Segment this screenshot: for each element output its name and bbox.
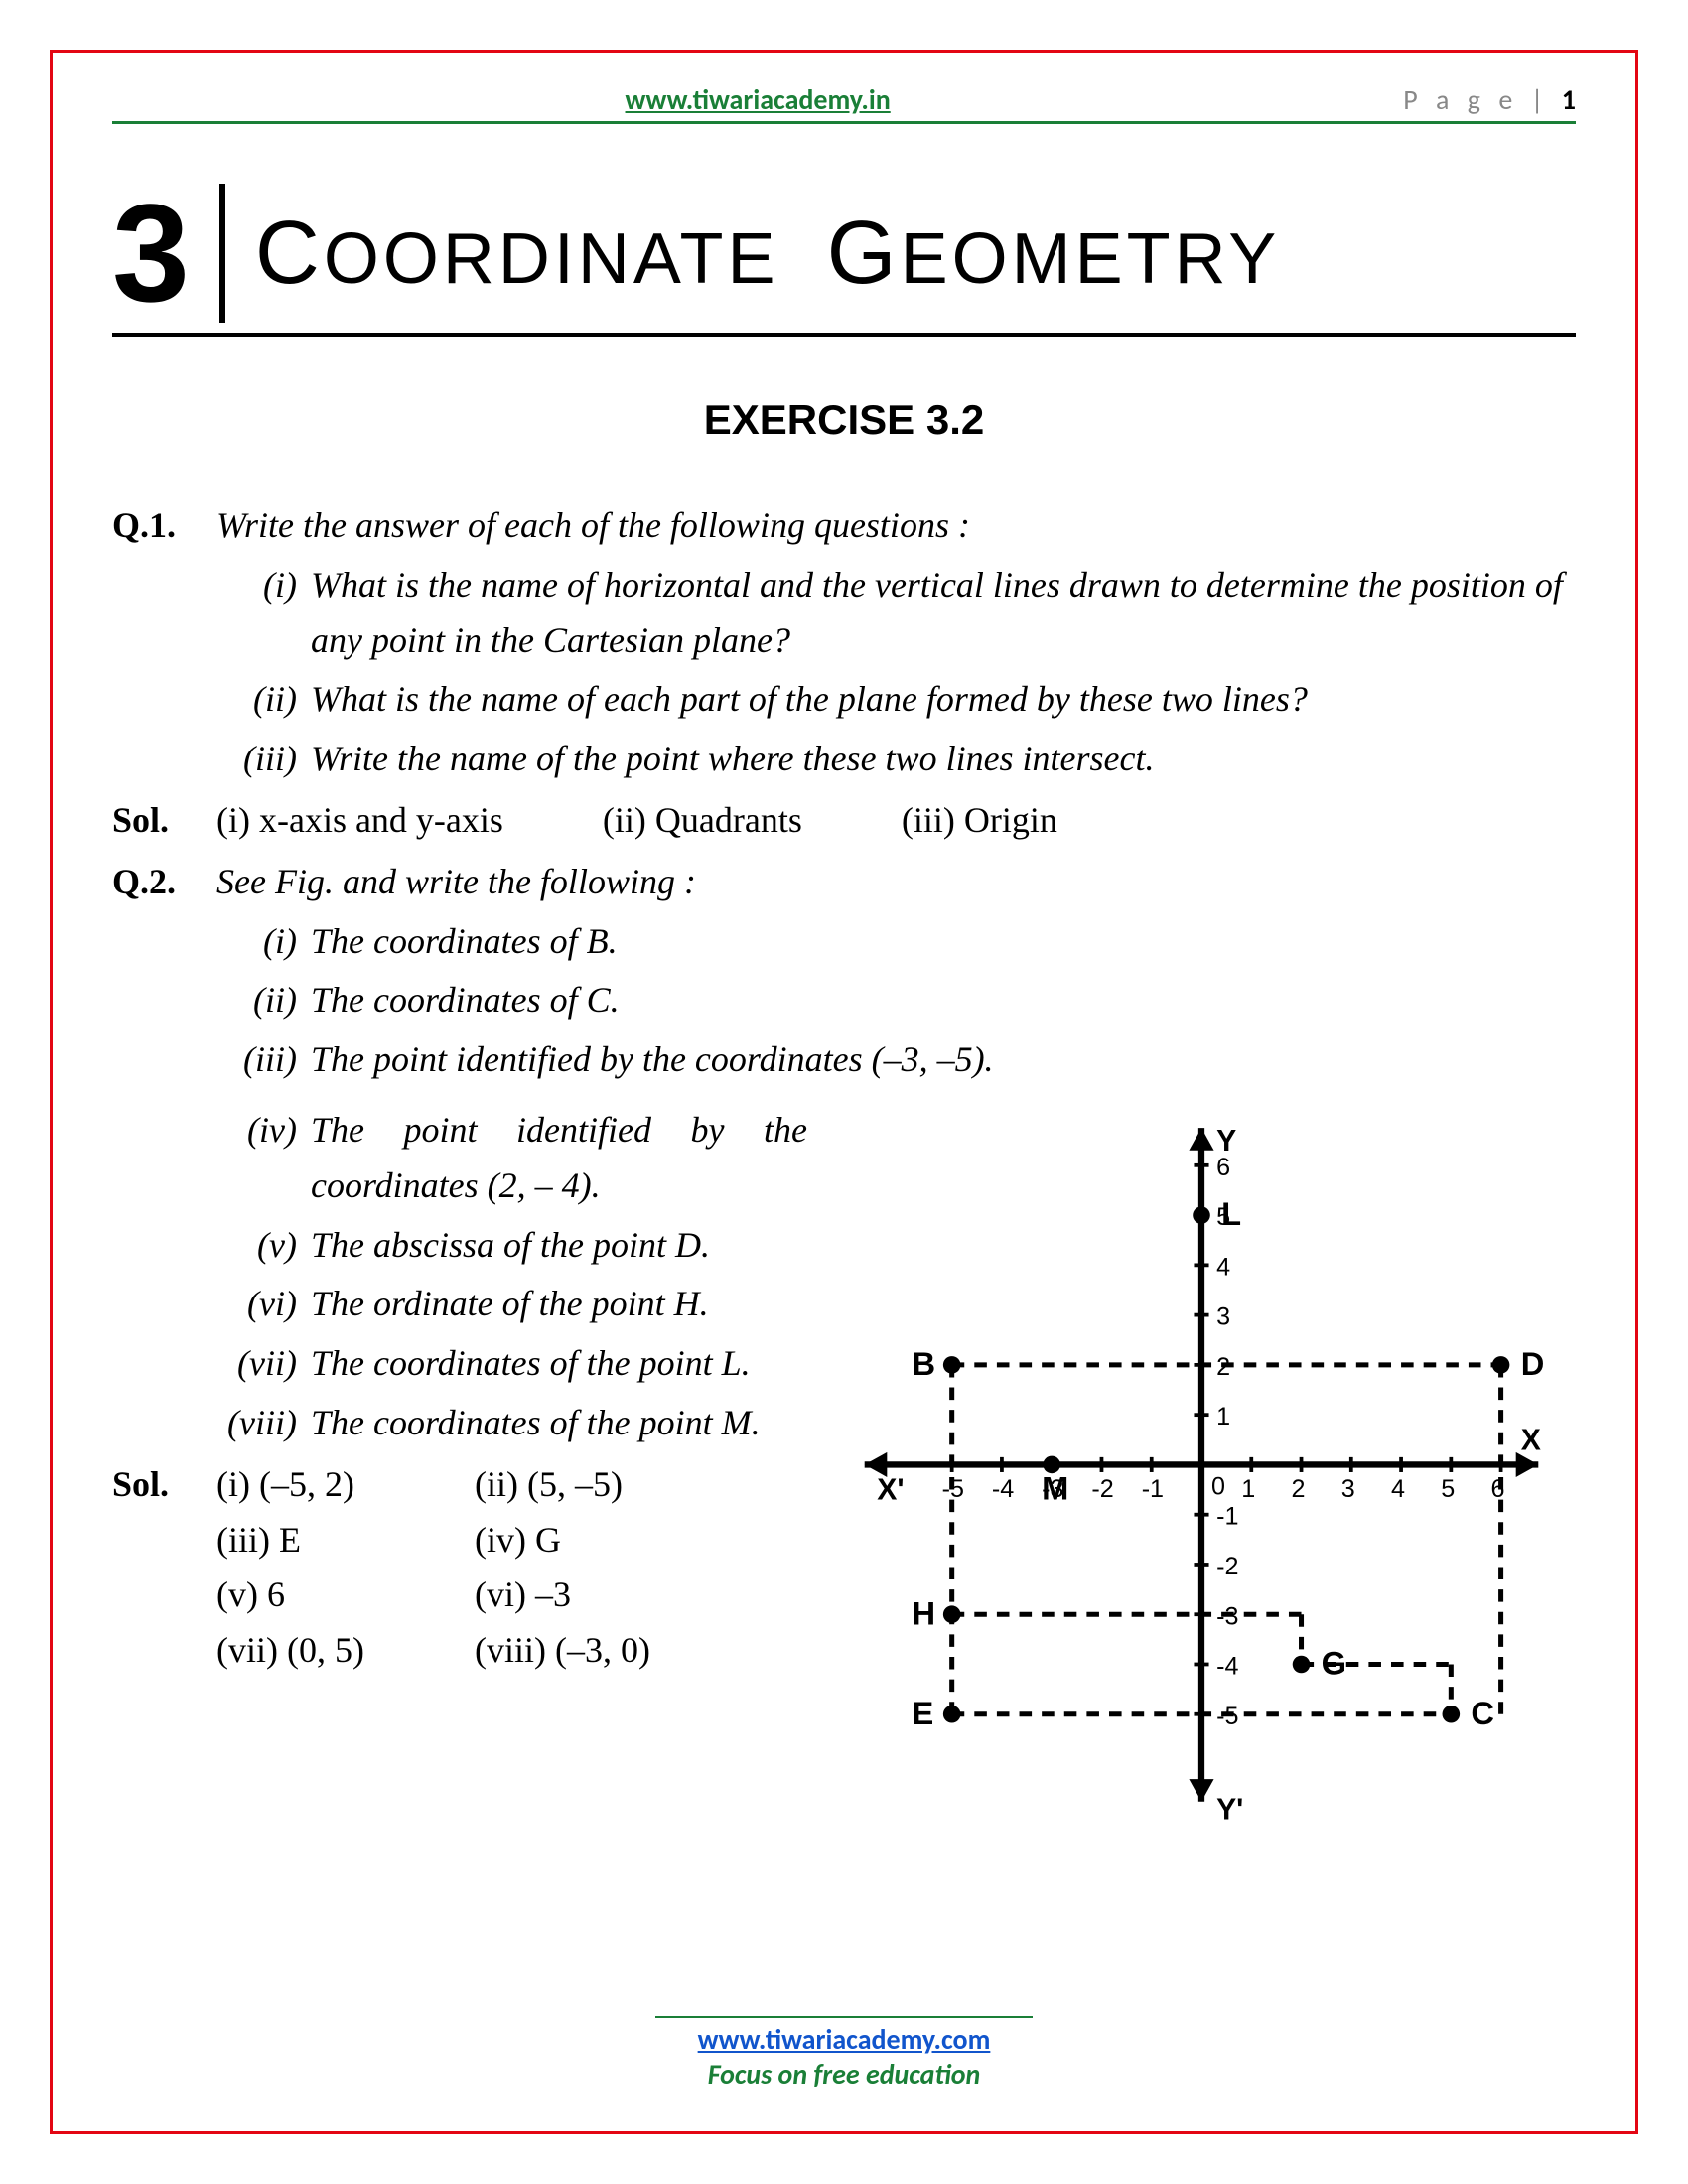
svg-text:-4: -4: [992, 1475, 1014, 1503]
q1-stem-row: Q.1. Write the answer of each of the fol…: [112, 498, 1576, 554]
sol2-label: Sol.: [112, 1457, 216, 1679]
page-frame: www.tiwariacademy.in P a g e | 1 3 COORD…: [50, 50, 1638, 2134]
svg-text:-5: -5: [942, 1475, 964, 1503]
svg-text:G: G: [1322, 1645, 1346, 1682]
footer-tagline: Focus on free education: [708, 2057, 981, 2092]
q1-i: What is the name of horizontal and the v…: [311, 558, 1576, 669]
svg-text:-2: -2: [1216, 1553, 1238, 1580]
header-url[interactable]: www.tiwariacademy.in: [112, 82, 1403, 117]
svg-text:M: M: [1042, 1470, 1068, 1507]
svg-text:-3: -3: [1216, 1602, 1238, 1630]
header-rule: [112, 121, 1576, 124]
sol1-label: Sol.: [112, 793, 216, 849]
svg-text:-5: -5: [1216, 1703, 1238, 1730]
sol1-ii: (ii) Quadrants: [603, 793, 802, 849]
svg-text:3: 3: [1341, 1475, 1355, 1503]
svg-text:C: C: [1471, 1695, 1494, 1731]
svg-text:4: 4: [1216, 1253, 1230, 1281]
svg-text:Y': Y': [1216, 1793, 1243, 1826]
q2-stem: See Fig. and write the following :: [216, 855, 1576, 910]
svg-text:3: 3: [1216, 1303, 1230, 1331]
svg-text:L: L: [1221, 1195, 1241, 1232]
svg-text:-4: -4: [1216, 1653, 1238, 1681]
svg-text:Y: Y: [1216, 1125, 1236, 1158]
svg-text:-1: -1: [1142, 1475, 1164, 1503]
q1-stem: Write the answer of each of the followin…: [216, 498, 1576, 554]
q1-label: Q.1.: [112, 498, 216, 554]
svg-text:2: 2: [1291, 1475, 1305, 1503]
svg-text:B: B: [912, 1345, 935, 1382]
chapter-number: 3: [112, 184, 225, 323]
sol1-row: Sol. (i) x-axis and y-axis (ii) Quadrant…: [112, 793, 1576, 849]
q1-iii: Write the name of the point where these …: [311, 732, 1576, 787]
q2-stem-row: Q.2. See Fig. and write the following :: [112, 855, 1576, 910]
sol1-i: (i) x-axis and y-axis: [216, 793, 503, 849]
svg-text:-2: -2: [1091, 1475, 1113, 1503]
svg-text:X': X': [877, 1474, 904, 1507]
body: Q.1. Write the answer of each of the fol…: [112, 498, 1576, 1855]
page-number: P a g e | 1: [1403, 82, 1576, 117]
exercise-title: EXERCISE 3.2: [112, 396, 1576, 444]
sol1-iii: (iii) Origin: [902, 793, 1057, 849]
svg-text:5: 5: [1441, 1475, 1455, 1503]
svg-text:6: 6: [1216, 1154, 1230, 1181]
footer-url[interactable]: www.tiwariacademy.com: [698, 2022, 991, 2057]
svg-text:6: 6: [1491, 1475, 1505, 1503]
page-footer: www.tiwariacademy.com Focus on free educ…: [53, 2012, 1635, 2092]
q2-label: Q.2.: [112, 855, 216, 910]
split-section: (iv)The point identified by the coordina…: [112, 1103, 1576, 1855]
svg-text:1: 1: [1241, 1475, 1255, 1503]
svg-text:1: 1: [1216, 1403, 1230, 1431]
svg-text:X: X: [1521, 1424, 1541, 1456]
svg-text:E: E: [912, 1695, 933, 1731]
q1-ii: What is the name of each part of the pla…: [311, 672, 1576, 728]
svg-text:-1: -1: [1216, 1503, 1238, 1531]
svg-text:2: 2: [1216, 1353, 1230, 1381]
chapter-title: COORDINATE GEOMETRY: [255, 203, 1280, 305]
svg-text:0: 0: [1211, 1473, 1225, 1501]
chapter-header: 3 COORDINATE GEOMETRY: [112, 184, 1576, 337]
coordinate-graph: -5-4-3-2-10123456-5-4-3-2-1123456XX'YY'B…: [827, 1103, 1576, 1855]
page-header: www.tiwariacademy.in P a g e | 1: [112, 82, 1576, 117]
svg-text:H: H: [912, 1594, 935, 1631]
svg-text:4: 4: [1391, 1475, 1405, 1503]
svg-text:D: D: [1521, 1345, 1545, 1382]
